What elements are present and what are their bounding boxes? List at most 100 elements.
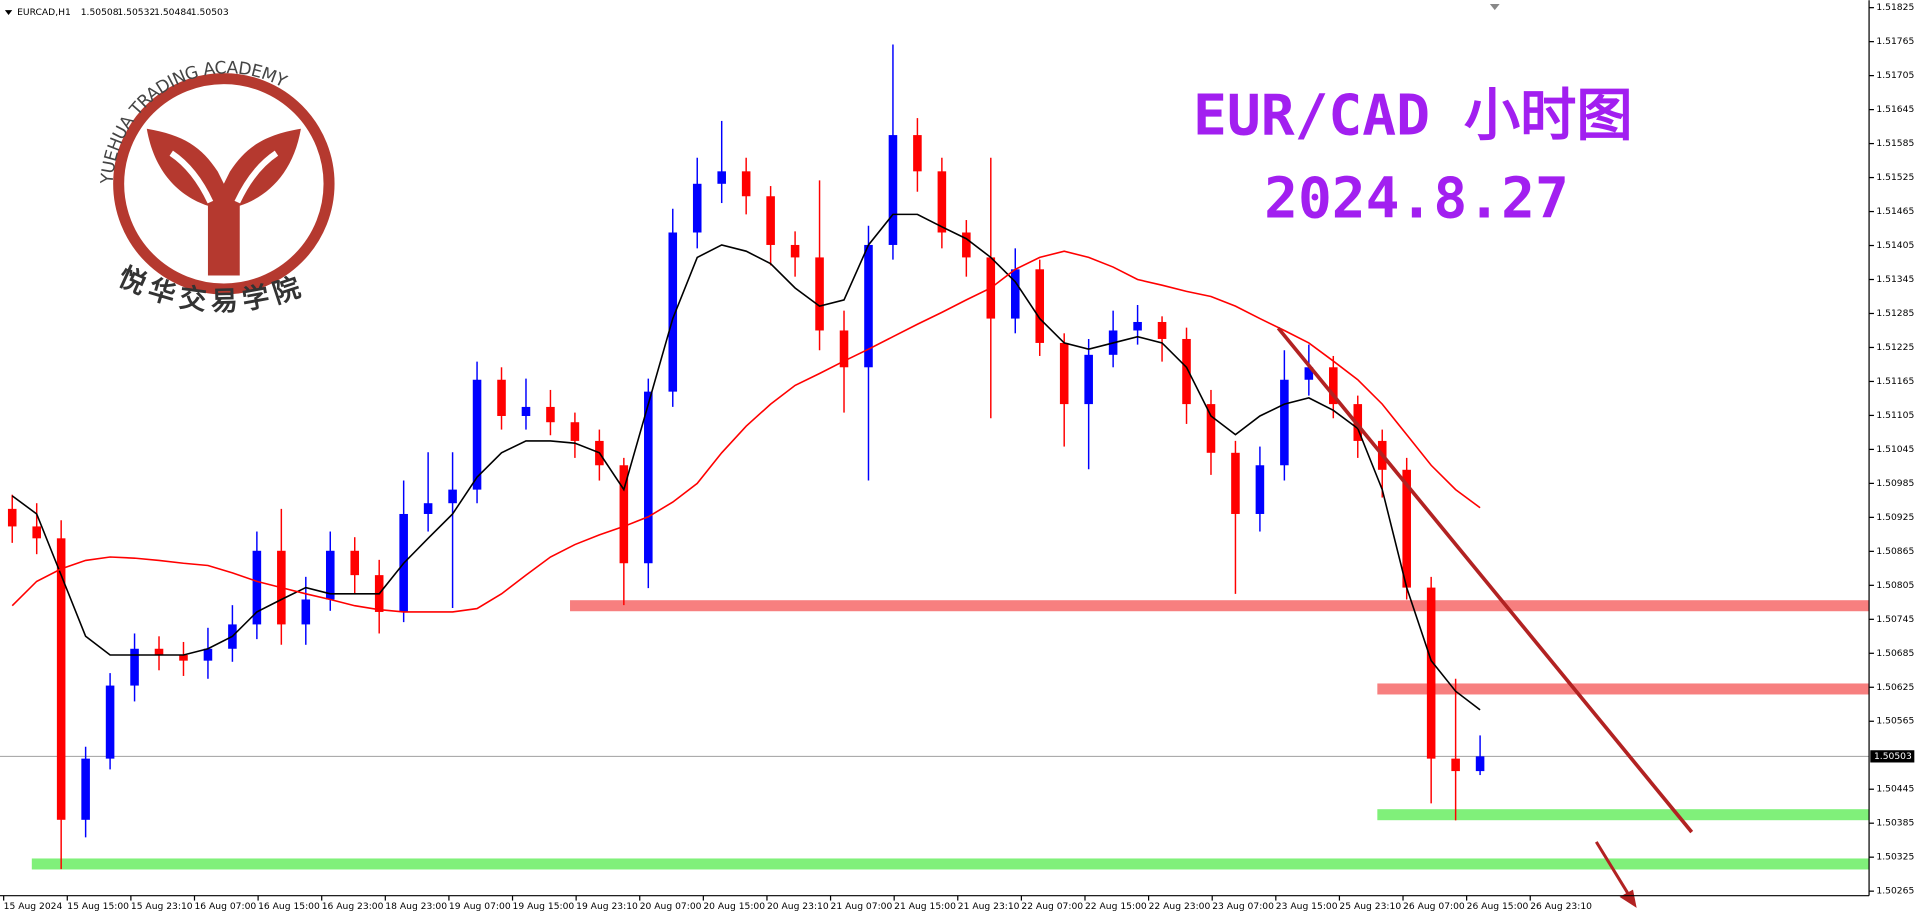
x-tick-label: 23 Aug 07:00 (1212, 901, 1274, 912)
header: EURCAD,H1 1.50508 1.50532 1.50484 1.5050… (4, 7, 229, 18)
candle-body (1451, 758, 1460, 772)
candle-body (692, 183, 702, 233)
y-tick-label: 1.51645 (1876, 104, 1914, 115)
x-tick-label: 23 Aug 15:00 (1276, 901, 1338, 912)
x-tick-label: 26 Aug 23:10 (1530, 901, 1592, 912)
y-tick-label: 1.50985 (1876, 478, 1914, 489)
x-tick-label: 22 Aug 23:00 (1149, 901, 1211, 912)
y-tick-label: 1.51765 (1876, 36, 1914, 47)
current-price-label: 1.50503 (1874, 751, 1912, 762)
y-tick-label: 1.50325 (1876, 852, 1914, 863)
candle-body (1475, 756, 1485, 772)
ohlc-low: 1.50484 (154, 7, 192, 18)
candle-body (1084, 354, 1093, 405)
candle-body (790, 244, 800, 258)
x-tick-label: 15 Aug 23:10 (131, 901, 193, 912)
level-zone (1377, 809, 1870, 821)
y-tick-label: 1.50625 (1876, 682, 1914, 693)
scroll-marker (1489, 3, 1500, 11)
y-tick-label: 1.51225 (1876, 342, 1914, 353)
candle-body (766, 196, 775, 245)
candle-body (497, 379, 506, 416)
arrow-shaft (1594, 841, 1631, 897)
x-tick-label: 26 Aug 15:00 (1467, 901, 1529, 912)
chart-subtitle: 2024.8.27 (1264, 167, 1569, 232)
candle-body (179, 654, 188, 661)
x-tick-label: 15 Aug 2024 (4, 901, 63, 912)
candle-body (32, 526, 41, 539)
candle-body (1255, 465, 1265, 514)
arrow-head (1619, 889, 1637, 908)
y-tick-label: 1.50565 (1876, 716, 1914, 727)
current-price-box (1870, 750, 1915, 763)
x-tick-label: 21 Aug 15:00 (894, 901, 956, 912)
y-tick-label: 1.50745 (1876, 614, 1914, 625)
level-zone (1377, 683, 1870, 695)
x-tick-label: 26 Aug 07:00 (1403, 901, 1465, 912)
candle-body (423, 503, 433, 514)
candle-body (130, 648, 139, 686)
candle-body (448, 489, 457, 504)
candle-body (1402, 469, 1411, 588)
candle-body (1157, 321, 1167, 339)
candle-body (105, 685, 115, 759)
y-tick-label: 1.50865 (1876, 546, 1914, 557)
y-tick-label: 1.51045 (1876, 444, 1914, 455)
candle-body (741, 171, 751, 197)
x-tick-label: 20 Aug 23:10 (767, 901, 829, 912)
candle-body (1231, 452, 1240, 514)
level-zone (31, 858, 1870, 870)
candle-body (1280, 379, 1289, 466)
candle-body (1010, 269, 1020, 319)
y-tick-label: 1.50445 (1876, 784, 1914, 795)
header-icon (4, 10, 13, 15)
x-tick-label: 19 Aug 15:00 (513, 901, 575, 912)
x-tick-label: 25 Aug 23:10 (1339, 901, 1401, 912)
candle-body (937, 171, 947, 233)
candle-body (864, 244, 873, 368)
candle-body (472, 379, 482, 490)
x-tick-label: 21 Aug 07:00 (831, 901, 893, 912)
candle-body (717, 171, 726, 184)
x-tick-label: 18 Aug 23:00 (385, 901, 447, 912)
x-tick-label: 16 Aug 07:00 (194, 901, 256, 912)
candle-body (1035, 269, 1045, 343)
candle-body (888, 135, 898, 245)
ohlc-close: 1.50503 (191, 7, 229, 18)
candle-body (570, 422, 580, 441)
x-tick-label: 22 Aug 07:00 (1021, 901, 1083, 912)
candle-body (252, 550, 262, 625)
y-tick-label: 1.51345 (1876, 274, 1914, 285)
candle-body (56, 538, 66, 820)
candle-body (668, 232, 678, 392)
y-tick-label: 1.51465 (1876, 206, 1914, 217)
candle-body (1206, 404, 1216, 453)
annotations (1276, 326, 1694, 908)
ohlc-high: 1.50532 (117, 7, 155, 18)
candle-body (839, 330, 849, 368)
moving-average (11, 213, 1481, 711)
trend-line (1276, 326, 1694, 834)
logo-mark-detail (169, 150, 279, 204)
candle-body (619, 465, 629, 564)
ohlc-open: 1.50508 (81, 7, 119, 18)
candle-body (301, 599, 311, 625)
x-tick-label: 20 Aug 15:00 (703, 901, 765, 912)
y-tick-label: 1.50265 (1876, 886, 1914, 897)
y-tick-label: 1.51165 (1876, 376, 1914, 387)
plot (0, 44, 1870, 870)
x-tick-label: 19 Aug 23:10 (576, 901, 638, 912)
y-tick-label: 1.51285 (1876, 308, 1914, 319)
candle-body (1329, 367, 1338, 405)
y-tick-label: 1.51105 (1876, 410, 1914, 421)
level-zone (570, 600, 1870, 612)
symbol: EURCAD,H1 (17, 7, 71, 18)
y-tick-label: 1.50925 (1876, 512, 1914, 523)
candle-body (1426, 587, 1436, 759)
y-tick-label: 1.51585 (1876, 138, 1914, 149)
x-tick-label: 15 Aug 15:00 (67, 901, 129, 912)
x-tick-label: 22 Aug 15:00 (1085, 901, 1147, 912)
candle-body (1304, 367, 1314, 380)
